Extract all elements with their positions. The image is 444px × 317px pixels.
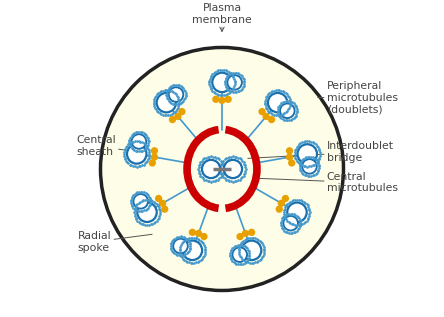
Circle shape (161, 205, 168, 213)
Circle shape (287, 203, 307, 222)
Circle shape (131, 134, 146, 149)
Circle shape (258, 108, 266, 115)
Circle shape (169, 87, 183, 102)
Circle shape (278, 200, 285, 207)
Circle shape (224, 160, 242, 178)
Circle shape (173, 239, 188, 253)
Text: Interdoublet
bridge: Interdoublet bridge (248, 141, 394, 163)
Circle shape (189, 229, 196, 236)
Circle shape (276, 205, 283, 213)
Circle shape (174, 113, 182, 120)
Text: Peripheral
microtubules
(doublets): Peripheral microtubules (doublets) (318, 81, 398, 114)
Circle shape (268, 93, 287, 112)
Circle shape (242, 230, 249, 237)
Circle shape (182, 241, 202, 260)
Circle shape (283, 216, 298, 230)
Circle shape (169, 116, 176, 123)
Circle shape (286, 153, 293, 161)
Circle shape (127, 144, 147, 164)
Circle shape (200, 233, 208, 240)
Circle shape (195, 230, 202, 237)
Text: Central
microtubules: Central microtubules (252, 172, 398, 193)
Circle shape (236, 233, 244, 240)
Circle shape (286, 147, 293, 154)
Circle shape (268, 116, 275, 123)
Circle shape (288, 159, 295, 167)
Circle shape (248, 229, 255, 236)
Circle shape (178, 108, 186, 115)
Circle shape (233, 247, 247, 262)
Circle shape (297, 144, 317, 164)
Circle shape (157, 93, 176, 112)
Text: Radial
spoke: Radial spoke (78, 231, 152, 253)
Circle shape (212, 96, 219, 103)
Text: Plasma
membrane: Plasma membrane (192, 3, 252, 31)
Text: Central
sheath: Central sheath (76, 135, 142, 157)
Circle shape (151, 147, 158, 154)
Circle shape (282, 195, 289, 202)
Circle shape (218, 97, 226, 104)
Circle shape (202, 160, 220, 178)
Circle shape (242, 241, 262, 260)
Circle shape (137, 203, 157, 222)
Circle shape (100, 48, 344, 290)
Circle shape (151, 153, 158, 161)
Circle shape (149, 159, 156, 167)
Circle shape (212, 73, 232, 92)
Circle shape (262, 113, 270, 120)
Circle shape (155, 195, 162, 202)
Circle shape (225, 96, 232, 103)
Circle shape (133, 194, 148, 209)
Circle shape (280, 103, 295, 118)
Circle shape (159, 200, 166, 207)
Circle shape (302, 159, 317, 174)
Circle shape (227, 75, 242, 90)
